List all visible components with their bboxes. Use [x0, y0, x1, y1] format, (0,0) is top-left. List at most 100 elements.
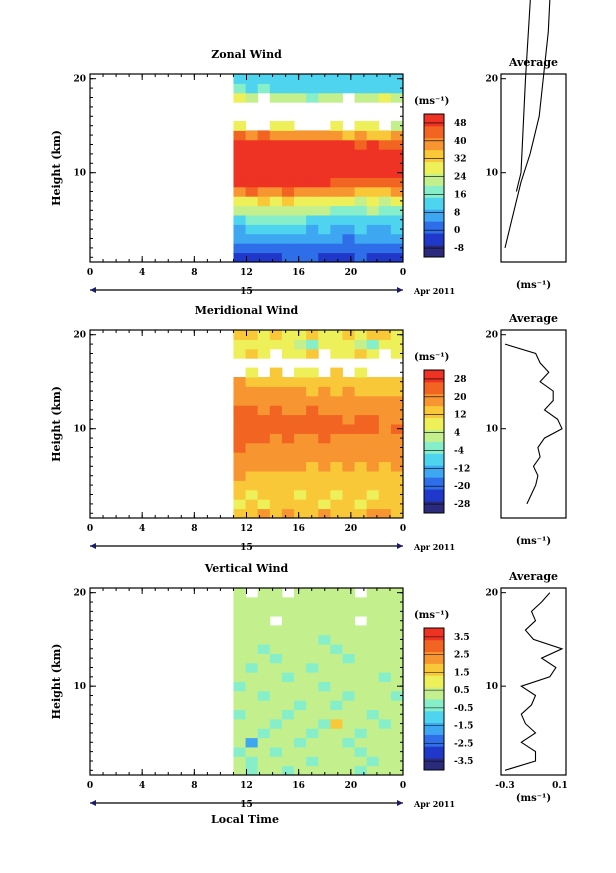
heatmap-cell: [342, 480, 356, 491]
heatmap-cell: [257, 348, 271, 359]
heatmap-cell: [366, 377, 380, 387]
heatmap-cell: [294, 224, 307, 235]
x-tick-label: 8: [191, 781, 197, 791]
heatmap-cell: [330, 395, 343, 406]
heatmap-cell: [378, 634, 392, 645]
heatmap-cell: [342, 653, 356, 664]
colorbar-label: -20: [454, 482, 470, 492]
heatmap-cell: [245, 339, 259, 350]
heatmap-cell: [294, 414, 307, 425]
date-bar-arrow-left: [90, 287, 96, 293]
heatmap-cell: [269, 653, 283, 664]
heatmap-cell: [354, 746, 368, 757]
heatmap-cell: [318, 186, 331, 197]
heatmap-cell: [233, 499, 247, 510]
colorbar-label: 2.5: [454, 651, 470, 661]
colorbar-swatch: [424, 173, 444, 186]
heatmap-cell: [378, 186, 392, 197]
x-tick-label: 12: [240, 268, 253, 278]
heatmap-cell: [306, 737, 319, 748]
heatmap-cell: [318, 233, 331, 244]
heatmap-cell: [330, 92, 343, 103]
heatmap-cell: [233, 74, 247, 84]
heatmap-cell: [306, 252, 319, 263]
heatmap-cell: [233, 644, 247, 654]
profile-frame: [500, 587, 567, 776]
heatmap-cell: [233, 386, 247, 397]
heatmap-cell: [330, 746, 343, 757]
heatmap-cell: [366, 672, 380, 682]
heatmap-cell: [281, 461, 295, 472]
heatmap-cell: [366, 597, 380, 608]
heatmap-cell: [390, 644, 404, 654]
heatmap-cell: [257, 395, 271, 406]
heatmap-cell: [306, 480, 319, 491]
heatmap-cell: [378, 489, 392, 500]
heatmap-cell: [294, 499, 307, 510]
heatmap-cell: [330, 499, 343, 510]
heatmap-cell: [245, 348, 259, 359]
heatmap-cell: [378, 616, 392, 626]
figure-xlabel: Local Time: [211, 813, 279, 826]
colorbar-swatch: [424, 734, 444, 747]
heatmap-cell: [257, 737, 271, 748]
heatmap-cell: [294, 196, 307, 207]
heatmap-cell: [306, 158, 319, 169]
heatmap-cell: [330, 662, 343, 673]
heatmap-cell: [294, 746, 307, 757]
y-tick-label: 20: [73, 75, 86, 85]
heatmap-cell: [330, 489, 343, 500]
heatmap-cell: [330, 177, 343, 188]
heatmap-cell: [245, 158, 259, 169]
heatmap-cell: [378, 377, 392, 387]
y-axis-label: Height (km): [50, 130, 63, 206]
colorbar-swatch: [424, 149, 444, 163]
colorbar-swatch: [424, 185, 444, 198]
heatmap-cell: [354, 252, 368, 263]
heatmap-cell: [257, 74, 271, 84]
heatmap-cell: [269, 746, 283, 757]
colorbar-frame: [423, 627, 445, 771]
heatmap-cell: [245, 367, 259, 378]
heatmap-cell: [366, 252, 380, 263]
profile-line: [504, 343, 563, 505]
heatmap-cell: [390, 252, 404, 263]
heatmap-cell: [330, 158, 343, 169]
heatmap-cell: [378, 765, 392, 776]
heatmap-cell: [366, 653, 380, 664]
heatmap-cell: [257, 452, 271, 463]
heatmap-cell: [294, 139, 307, 150]
profile-title: Average: [508, 56, 558, 69]
colorbar-swatch: [424, 675, 444, 688]
heatmap-cell: [318, 606, 331, 617]
heatmap-cell: [294, 690, 307, 701]
heatmap-cell: [366, 588, 380, 598]
heatmap-cell: [257, 709, 271, 720]
heatmap-cell: [257, 461, 271, 472]
heatmap-cell: [257, 168, 271, 178]
heatmap-cell: [294, 395, 307, 406]
heatmap-cell: [269, 177, 283, 188]
heatmap-cell: [306, 330, 319, 340]
heatmap-cell: [390, 625, 404, 636]
heatmap-cell: [318, 442, 331, 453]
heatmap-cell: [378, 158, 392, 169]
heatmap-cell: [257, 149, 271, 160]
heatmap-cell: [281, 224, 295, 235]
heatmap-cell: [257, 205, 271, 216]
heatmap-cell: [269, 588, 283, 598]
heatmap-cell: [342, 737, 356, 748]
heatmap-cell: [390, 339, 404, 350]
heatmap-cell: [269, 92, 283, 103]
profile-line: [504, 0, 551, 249]
heatmap-cell: [378, 224, 392, 235]
heatmap-cell: [366, 746, 380, 757]
date-bar-arrow-right: [397, 287, 403, 293]
y-tick-label: 10: [73, 169, 86, 179]
heatmap-cell: [257, 718, 271, 729]
heatmap-cell: [233, 700, 247, 711]
heatmap-cell: [294, 186, 307, 197]
colorbar-swatch: [424, 453, 444, 466]
heatmap-cell: [269, 74, 283, 84]
heatmap-cell: [281, 243, 295, 254]
